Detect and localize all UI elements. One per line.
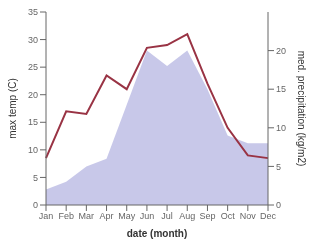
svg-text:Oct: Oct: [221, 211, 236, 221]
svg-text:5: 5: [33, 173, 38, 183]
svg-text:Jun: Jun: [140, 211, 155, 221]
svg-text:5: 5: [276, 162, 281, 172]
svg-text:35: 35: [28, 7, 38, 17]
svg-text:20: 20: [28, 90, 38, 100]
svg-text:10: 10: [28, 145, 38, 155]
svg-text:Dec: Dec: [260, 211, 277, 221]
svg-text:date (month): date (month): [127, 228, 188, 239]
svg-text:10: 10: [276, 123, 286, 133]
svg-text:30: 30: [28, 35, 38, 45]
svg-text:25: 25: [28, 62, 38, 72]
svg-text:Feb: Feb: [58, 211, 74, 221]
svg-text:20: 20: [276, 46, 286, 56]
svg-text:0: 0: [276, 200, 281, 210]
svg-text:Jan: Jan: [39, 211, 54, 221]
svg-text:Mar: Mar: [79, 211, 95, 221]
svg-text:Apr: Apr: [100, 211, 114, 221]
svg-text:med. precipitation (kg/m2): med. precipitation (kg/m2): [296, 51, 307, 167]
svg-text:Aug: Aug: [179, 211, 195, 221]
svg-text:15: 15: [276, 84, 286, 94]
svg-text:0: 0: [33, 200, 38, 210]
svg-text:Sep: Sep: [199, 211, 215, 221]
svg-text:15: 15: [28, 117, 38, 127]
svg-text:May: May: [118, 211, 136, 221]
svg-text:max temp (C): max temp (C): [8, 78, 18, 139]
svg-text:Jul: Jul: [161, 211, 173, 221]
svg-text:Nov: Nov: [240, 211, 257, 221]
